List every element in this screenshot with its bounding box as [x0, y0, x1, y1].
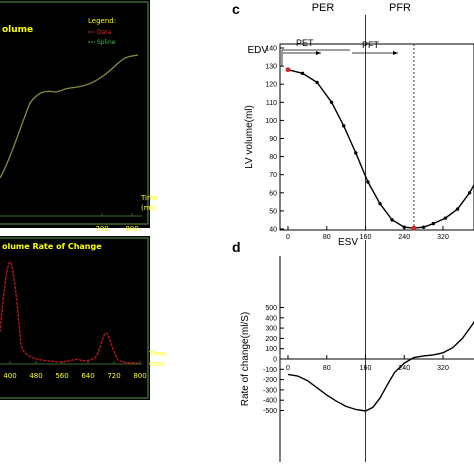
screen-title: olume	[2, 25, 33, 35]
chart-c-point	[421, 225, 426, 229]
chart-d-y-ticks: -500 -400 -300 -200 -100 0 100 200 300 400 500	[263, 305, 284, 415]
screen-x-tick-label: 640	[81, 372, 94, 380]
screen-volume-curve	[0, 54, 139, 179]
pet-label: PET	[296, 38, 314, 48]
chart-c-point	[443, 216, 448, 220]
per-label: PER	[312, 2, 335, 14]
chart-c-point	[366, 180, 370, 184]
chart-c-point	[390, 218, 394, 222]
screen-panel-rate: olume Rate of Change 400 480 560 640 720 800 …	[0, 236, 166, 400]
chart-c-y-tick-label: 50	[269, 208, 277, 215]
chart-c-x-tick-label: 160	[360, 234, 372, 241]
chart-d-y-tick-label: -300	[263, 387, 277, 394]
esv-label: ESV	[338, 237, 358, 248]
screen-x-tick-label: 800	[133, 372, 146, 380]
chart-c-point	[431, 221, 436, 226]
chart-c-y-tick-label: 60	[269, 190, 277, 197]
chart-c-y-tick-label: 120	[265, 82, 277, 89]
chart-c: LV volume(ml) 40 50 60 70 80 90 100 110 120 130 14…	[244, 2, 474, 248]
edv-label: EDV	[247, 45, 268, 56]
screen-rate-curve	[0, 261, 141, 364]
chart-c-vertical-lines	[365, 15, 415, 230]
chart-c-frame	[279, 43, 474, 231]
legend-title: Legend:	[88, 17, 116, 25]
chart-c-y-tick-label: 110	[266, 100, 277, 107]
chart-d-x-tick-label: 240	[398, 365, 410, 372]
screen-x-label: Time	[140, 194, 158, 202]
chart-d-y-tick-label: -500	[263, 408, 277, 415]
chart-c-x-tick-label: 320	[437, 234, 449, 241]
screen-x-tick-label: 700	[95, 225, 108, 233]
chart-d-series-line	[287, 320, 474, 412]
screen-x-tick-label: 560	[55, 372, 68, 380]
chart-c-y-tick-label: 100	[265, 118, 277, 125]
screen-x-tick-label: 800	[125, 225, 138, 233]
screen-x-ticks: 400 480 560 640 720 800	[3, 361, 147, 380]
chart-c-y-tick-label: 140	[265, 46, 277, 53]
pft-label: PFT	[362, 40, 380, 50]
chart-c-point	[455, 207, 460, 211]
chart-c-x-ticks: 080160240320400480560640	[286, 226, 449, 241]
chart-c-points	[285, 67, 472, 231]
screen-x-tick-label: 400	[3, 372, 16, 380]
legend-label-data: Data	[97, 29, 112, 36]
chart-c-y-tick-label: 70	[269, 172, 277, 179]
pfr-label: PFR	[389, 2, 411, 14]
chart-d-y-tick-label: 200	[265, 336, 277, 343]
screen-background	[0, 0, 150, 228]
screen-title: olume Rate of Change	[2, 242, 102, 251]
screen-frame	[0, 1, 149, 225]
chart-c-point	[300, 71, 305, 76]
chart-d-x-tick-label: 0	[286, 365, 290, 372]
pft-arrowhead	[393, 51, 398, 55]
chart-d-vertical-lines	[365, 240, 366, 462]
chart-c-y-tick-label: 80	[269, 154, 277, 161]
chart-d-x-tick-label: 80	[323, 365, 331, 372]
chart-d-y-tick-label: 500	[265, 305, 277, 312]
screen-x-label: Time	[148, 350, 166, 358]
chart-d-y-tick-label: 0	[273, 357, 277, 364]
chart-c-point	[378, 201, 382, 206]
screen-panel-volume: olume Legend: Data Spline 700 800 Time (…	[0, 0, 158, 233]
chart-c-point	[467, 191, 472, 195]
screen-x-tick-label: 720	[107, 372, 120, 380]
chart-c-point	[411, 225, 417, 231]
chart-c-point	[315, 80, 319, 85]
chart-d-x-ticks: 080160240320400480560640	[286, 355, 449, 372]
chart-d-y-tick-label: 400	[265, 315, 277, 322]
chart-d-y-tick-label: 100	[265, 346, 277, 353]
chart-c-y-tick-label: 130	[265, 64, 277, 71]
pet-arrowhead	[316, 51, 321, 55]
chart-c-x-tick-label: 0	[286, 234, 290, 241]
chart-c-y-ticks: 40 50 60 70 80 90 100 110 120 130 140	[265, 46, 284, 234]
screen-x-label-unit: (ms)	[141, 204, 157, 212]
chart-d-y-tick-label: -200	[263, 377, 277, 384]
chart-c-point	[329, 100, 334, 105]
screen-x-label-unit: (ms)	[149, 360, 165, 368]
chart-c-ylabel: LV volume(ml)	[244, 105, 255, 169]
legend-label-spline: Spline	[97, 39, 116, 46]
chart-d: Rate of change(ml/S) -500 -400 -300 -200 -10…	[240, 240, 474, 462]
chart-c-point	[285, 67, 291, 73]
chart-c-point	[342, 124, 346, 128]
chart-c-x-tick-label: 240	[398, 234, 410, 241]
chart-c-y-tick-label: 90	[269, 136, 277, 143]
screen-x-tick-label: 480	[29, 372, 42, 380]
panel-label-d: d	[232, 239, 241, 255]
chart-d-y-tick-label: -400	[263, 398, 277, 405]
screen-frame	[0, 237, 149, 399]
panel-label-c: c	[232, 1, 240, 17]
chart-d-y-tick-label: 300	[265, 326, 277, 333]
chart-c-point	[354, 151, 358, 155]
chart-d-ylabel: Rate of change(ml/S)	[240, 312, 251, 407]
chart-c-y-tick-label: 40	[269, 227, 277, 234]
chart-c-point	[402, 225, 406, 229]
chart-d-y-tick-label: -100	[263, 367, 277, 374]
screen-background	[0, 236, 150, 400]
chart-c-x-tick-label: 80	[323, 234, 331, 241]
chart-d-x-tick-label: 320	[437, 365, 449, 372]
